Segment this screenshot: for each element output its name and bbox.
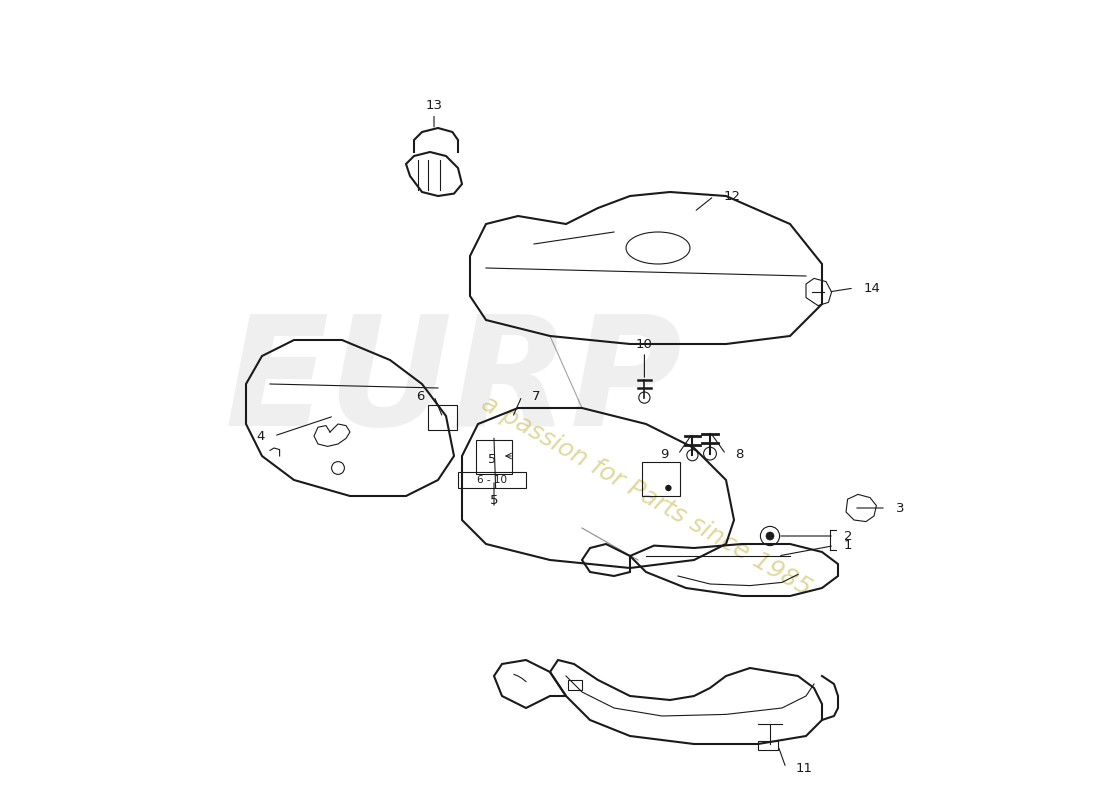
Text: 1: 1 xyxy=(844,539,852,552)
Circle shape xyxy=(766,532,774,540)
Text: 13: 13 xyxy=(426,99,442,113)
Text: a passion for Parts since 1985: a passion for Parts since 1985 xyxy=(476,391,815,601)
Text: 11: 11 xyxy=(795,762,813,774)
Text: EURP: EURP xyxy=(226,310,683,458)
Text: 5: 5 xyxy=(490,494,498,507)
Text: 5: 5 xyxy=(488,453,496,466)
Text: 9: 9 xyxy=(660,448,669,461)
Text: 8: 8 xyxy=(736,448,744,461)
Text: 10: 10 xyxy=(636,338,652,351)
Text: 3: 3 xyxy=(895,502,904,514)
Text: 7: 7 xyxy=(531,390,540,402)
Text: 14: 14 xyxy=(864,282,880,294)
Text: 12: 12 xyxy=(724,190,740,202)
Text: 4: 4 xyxy=(256,430,264,442)
Text: 6: 6 xyxy=(416,390,425,402)
Text: 2: 2 xyxy=(844,530,852,542)
Text: 6 - 10: 6 - 10 xyxy=(477,475,507,485)
Circle shape xyxy=(666,485,672,491)
